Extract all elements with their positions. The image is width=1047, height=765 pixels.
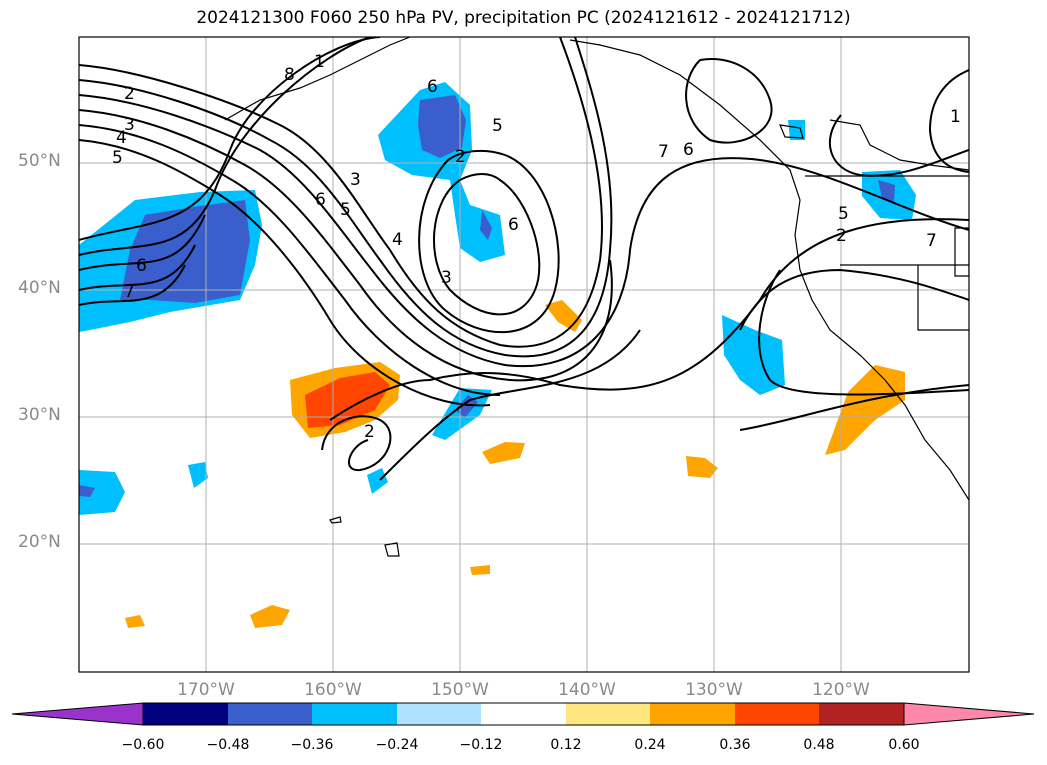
colorbar-bin bbox=[735, 703, 819, 725]
lon-tick-label: 130°W bbox=[685, 680, 743, 700]
contour-label: 5 bbox=[492, 116, 503, 136]
colorbar-bin bbox=[143, 703, 228, 725]
colorbar-bin bbox=[819, 703, 904, 725]
positive-shade-central-core bbox=[305, 372, 390, 428]
colorbar-bin bbox=[397, 703, 481, 725]
negative-shade-northeast-core bbox=[878, 180, 895, 202]
lat-tick-label: 40°N bbox=[18, 278, 61, 298]
contour-label: 6 bbox=[683, 140, 694, 160]
lon-tick-label: 150°W bbox=[431, 680, 489, 700]
contour-label: 8 bbox=[284, 65, 295, 85]
contour-label: 4 bbox=[116, 128, 127, 148]
contour-label: 2 bbox=[836, 226, 847, 246]
colorbar-label: 0.48 bbox=[803, 737, 835, 753]
lon-tick-label: 120°W bbox=[812, 680, 870, 700]
colorbar-label: −0.48 bbox=[206, 737, 250, 753]
contour-label: 5 bbox=[112, 148, 123, 168]
positive-shade-small4 bbox=[250, 605, 290, 628]
colorbar-frame bbox=[142, 702, 905, 726]
colorbar-bin bbox=[481, 703, 566, 725]
gridlines bbox=[79, 37, 969, 672]
negative-shade-south-core bbox=[455, 395, 478, 418]
contour-label: 2 bbox=[124, 84, 135, 104]
contour-label: 6 bbox=[427, 77, 438, 97]
negative-shade-north-core2 bbox=[480, 210, 492, 240]
contour-labels: 2 3 4 5 6 7 8 1 6 5 2 3 6 5 4 3 6 7 6 5 … bbox=[112, 52, 961, 442]
colorbar-bin bbox=[228, 703, 312, 725]
colorbar-label: −0.60 bbox=[121, 737, 165, 753]
lon-tick-label: 140°W bbox=[558, 680, 616, 700]
colorbar-bin bbox=[566, 703, 650, 725]
contour-label: 6 bbox=[136, 256, 147, 276]
contour-label: 3 bbox=[124, 115, 135, 135]
lat-tick-label: 30°N bbox=[18, 405, 61, 425]
negative-shade-small3 bbox=[788, 120, 805, 140]
contour-label: 2 bbox=[455, 147, 466, 167]
positive-shade-small1 bbox=[482, 442, 525, 464]
plot-frame bbox=[78, 36, 970, 673]
colorbar bbox=[11, 702, 1035, 726]
lat-tick-label: 20°N bbox=[18, 532, 61, 552]
colorbar-extend-left bbox=[11, 702, 144, 726]
colorbar-label: 0.24 bbox=[634, 737, 666, 753]
contour-label: 1 bbox=[950, 107, 961, 127]
negative-shade-small1 bbox=[367, 468, 388, 494]
contour-label: 7 bbox=[926, 231, 937, 251]
colorbar-label: 0.12 bbox=[550, 737, 582, 753]
contour-label-2-south: 2 bbox=[364, 422, 375, 442]
negative-shade-small2 bbox=[188, 462, 208, 488]
negative-shade-north-core bbox=[418, 95, 466, 158]
contour-label: 3 bbox=[350, 170, 361, 190]
colorbar-label: −0.12 bbox=[459, 737, 503, 753]
positive-shade-mid bbox=[545, 300, 582, 332]
colorbar-label: −0.24 bbox=[375, 737, 419, 753]
map-plot-area: 2 3 4 5 6 7 8 1 6 5 2 3 6 5 4 3 6 7 6 5 … bbox=[79, 37, 969, 672]
contour-label: 7 bbox=[658, 142, 669, 162]
lon-tick-label: 170°W bbox=[177, 680, 235, 700]
colorbar-label: −0.36 bbox=[290, 737, 334, 753]
lon-tick-label: 160°W bbox=[304, 680, 362, 700]
colorbar-label: 0.60 bbox=[888, 737, 920, 753]
contour-label: 5 bbox=[340, 200, 351, 220]
contour-label: 7 bbox=[124, 282, 135, 302]
pv-contours bbox=[79, 37, 969, 481]
lat-tick-label: 50°N bbox=[18, 151, 61, 171]
negative-shade-west-core bbox=[120, 200, 250, 303]
positive-shade-east bbox=[825, 365, 905, 455]
negative-shade-far-west bbox=[79, 470, 125, 515]
negative-shade-far-west-core bbox=[79, 485, 95, 497]
contour-label: 6 bbox=[508, 215, 519, 235]
negative-shade-north bbox=[378, 82, 505, 262]
contour-label: 1 bbox=[314, 52, 325, 72]
shading-layer bbox=[79, 82, 916, 628]
negative-shade-east bbox=[722, 315, 785, 395]
contour-label: 5 bbox=[838, 204, 849, 224]
positive-shade-small2 bbox=[686, 456, 718, 478]
contour-label: 3 bbox=[441, 268, 452, 288]
coastlines bbox=[224, 37, 969, 557]
contour-label: 4 bbox=[392, 230, 403, 250]
colorbar-label: 0.36 bbox=[719, 737, 751, 753]
colorbar-bin bbox=[312, 703, 397, 725]
contour-label: 6 bbox=[315, 190, 326, 210]
map-title: 2024121300 F060 250 hPa PV, precipitatio… bbox=[196, 8, 851, 28]
positive-shade-small3 bbox=[470, 565, 490, 575]
positive-shade-small5 bbox=[125, 615, 145, 628]
colorbar-bin bbox=[650, 703, 735, 725]
colorbar-extend-right bbox=[903, 702, 1035, 726]
